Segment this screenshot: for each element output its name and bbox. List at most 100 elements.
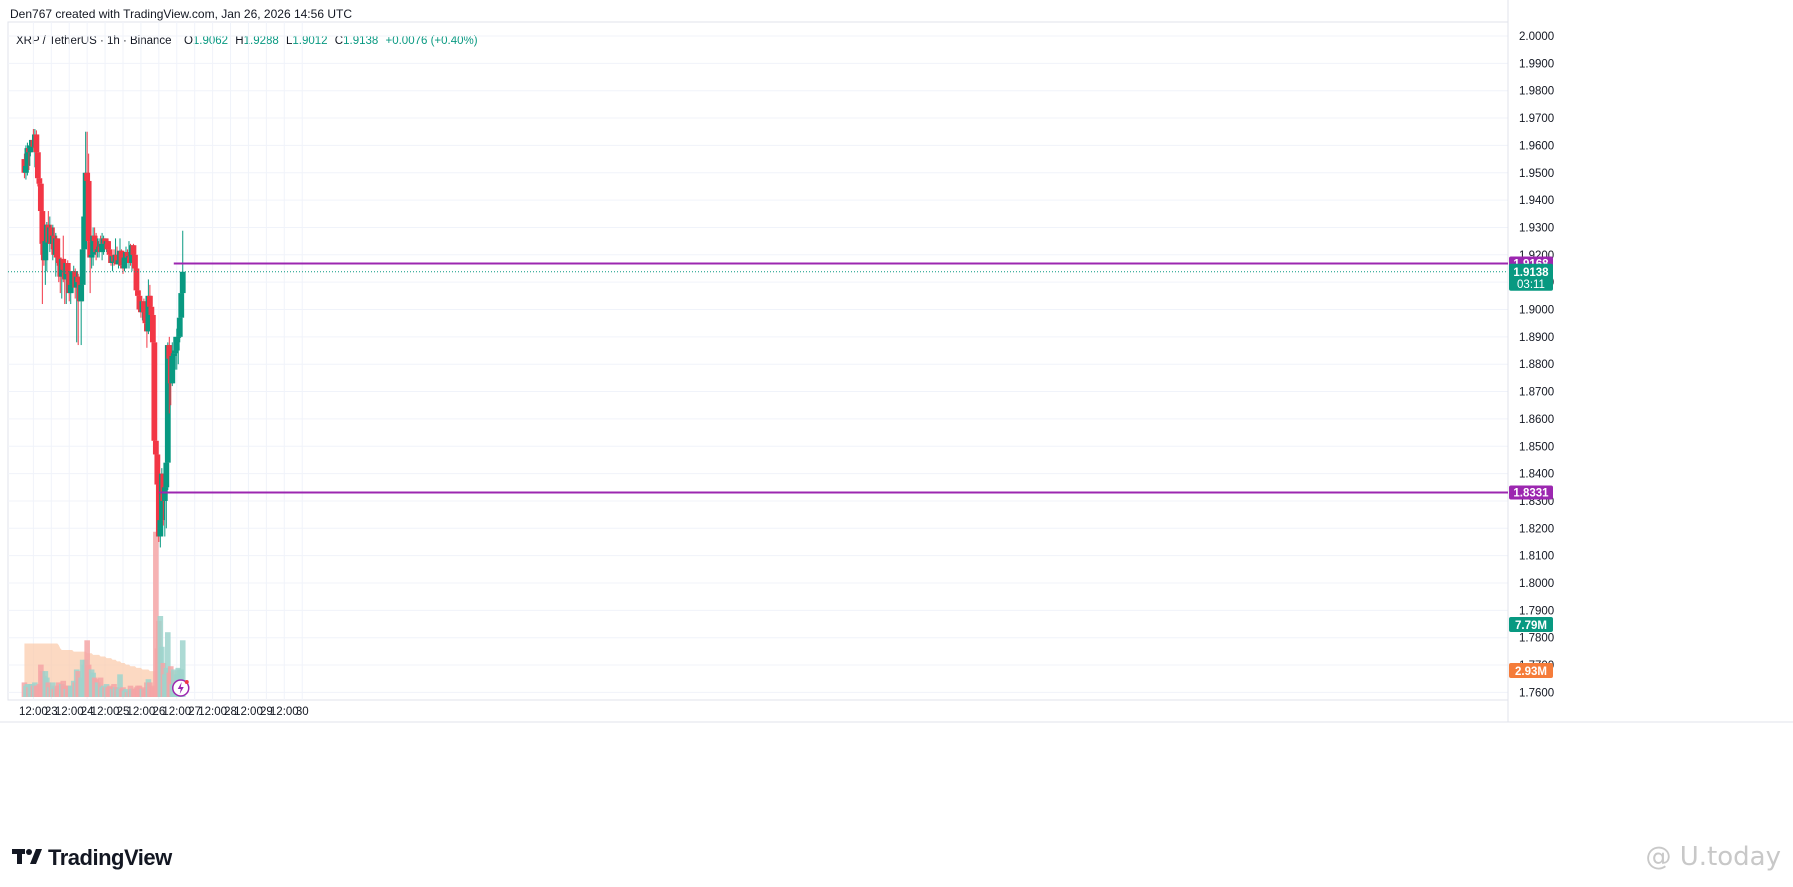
y-tick-label: 1.8200 [1519,523,1554,535]
candle-body [164,345,171,463]
candle-body [93,241,100,253]
flash-icon-bolt [177,682,184,694]
candle-body [149,314,156,343]
candle-body [146,295,153,307]
low-label: L [286,35,293,47]
y-tick-label: 1.8600 [1519,414,1554,426]
candle-body [130,245,137,255]
y-tick-label: 1.7900 [1519,605,1554,617]
x-tick-label: 12:00 [55,706,84,718]
open-value: 1.9062 [192,35,229,47]
candle-body [157,520,164,537]
candle-body [24,148,31,166]
y-tick-label: 1.9500 [1519,168,1554,180]
candle-body [166,345,173,359]
candle-body [82,172,89,217]
close-value: 1.9138 [343,35,379,47]
volume-bar [179,640,186,697]
y-tick-label: 1.8500 [1519,441,1554,453]
candle-body [90,235,97,255]
x-tick-label: 23 [45,706,58,718]
y-tick-label: 1.8100 [1519,551,1554,563]
candle-body [81,216,88,250]
candle-body [178,293,185,318]
candle-body [23,165,29,173]
candle-body [54,238,61,258]
candle-body [75,276,82,283]
plot-frame [7,21,1509,701]
candle-body [64,263,71,274]
symbol-legend[interactable]: XRP / TetherUS · 1h · Binance O1.9062 H1… [16,35,482,47]
candle-body [105,241,111,250]
candle-body [179,271,186,294]
candle-body [152,440,159,455]
candle-body [145,295,152,332]
y-tick-label: 1.9700 [1519,113,1554,125]
volume-bar [117,674,123,697]
candle-body [27,145,34,153]
y-tick-label: 1.8000 [1519,578,1554,590]
y-tick-label: 1.8800 [1519,359,1554,371]
candle-body [91,235,98,242]
change-value: +0.0076 (+0.40%) [385,35,478,47]
flash-icon-dot [184,680,189,684]
y-tick-label: 1.7800 [1519,633,1554,645]
volume-bar [165,632,171,697]
candle-body [175,336,182,338]
close-label: C [334,35,344,47]
x-tick-label: 12:00 [91,706,120,718]
volume-last-tag [1509,617,1553,632]
high-label: H [235,35,244,47]
x-tick-label: 12:00 [198,706,227,718]
candle-body [161,487,168,501]
x-tick-label: 12:00 [270,706,299,718]
tradingview-logo[interactable]: TradingView [12,845,172,871]
candle-body [33,134,40,153]
tradingview-logo-text: TradingView [48,845,172,870]
candle-body [173,336,180,351]
candle-body [36,178,43,184]
x-tick-label: 25 [117,706,130,718]
y-tick-label: 1.9600 [1519,140,1554,152]
candle-body [88,254,95,258]
x-tick-label: 12:00 [19,706,48,718]
last-price-tag [1509,263,1553,291]
volume-bar [167,666,174,697]
candle-body [176,317,183,337]
x-tick-label: 12:00 [127,706,156,718]
candle-body [121,257,128,269]
candle-body [78,284,85,302]
utoday-watermark: @ U.today [1645,842,1781,872]
x-tick-label: 26 [152,706,165,718]
x-tick-label: 30 [296,706,309,718]
candle-body [124,252,131,258]
volume-ma-label: 2.93M [1515,666,1547,678]
candle-body [99,243,105,253]
candle-body [170,353,177,356]
candle-body [133,268,140,291]
x-tick-label: 28 [224,706,237,718]
candle-body [136,295,143,310]
volume-last-label: 7.79M [1515,620,1547,632]
candle-body [55,257,62,264]
low-value: 1.9012 [292,35,328,47]
x-tick-label: 24 [81,706,94,718]
x-tick-label: 12:00 [162,706,191,718]
level-tag [1509,485,1553,500]
candle-body [141,301,147,313]
y-tick-label: 1.9400 [1519,195,1554,207]
y-tick-label: 1.7600 [1519,687,1554,699]
candle-body [118,250,125,266]
candle-body [172,350,179,354]
candle-body [151,342,158,441]
candle-body [135,290,141,296]
y-tick-label: 1.9000 [1519,305,1554,317]
high-value: 1.9288 [243,35,279,47]
candle-body [148,306,155,315]
last-price-label: 1.9138 [1513,267,1549,279]
candle-body [67,284,74,294]
candle-body [142,312,149,324]
candle-body [34,152,41,179]
x-tick-label: 29 [260,706,273,718]
